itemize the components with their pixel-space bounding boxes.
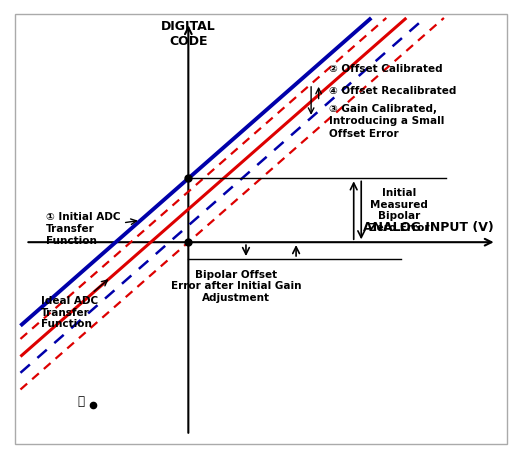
Text: Ideal ADC
Transfer
Function: Ideal ADC Transfer Function (41, 280, 108, 329)
Text: Initial
Measured
Bipolar
Zero Error: Initial Measured Bipolar Zero Error (369, 188, 429, 233)
Text: Ⓐ: Ⓐ (77, 395, 84, 408)
Text: ④ Offset Recalibrated: ④ Offset Recalibrated (329, 86, 456, 96)
Text: Bipolar Offset
Error after Initial Gain
Adjustment: Bipolar Offset Error after Initial Gain … (171, 270, 301, 303)
Text: ② Offset Calibrated: ② Offset Calibrated (329, 64, 442, 74)
Text: ① Initial ADC
Transfer
Function: ① Initial ADC Transfer Function (45, 213, 136, 245)
Text: DIGITAL
CODE: DIGITAL CODE (161, 20, 216, 48)
Text: ANALOG INPUT (V): ANALOG INPUT (V) (363, 221, 494, 234)
Text: ③ Gain Calibrated,
Introducing a Small
Offset Error: ③ Gain Calibrated, Introducing a Small O… (329, 104, 444, 139)
